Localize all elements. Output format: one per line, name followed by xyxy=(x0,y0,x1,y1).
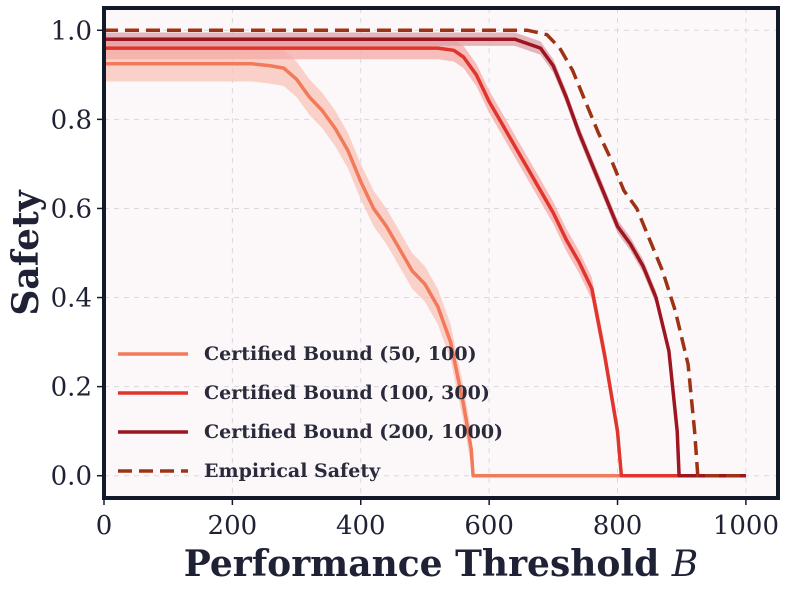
series-3-line xyxy=(104,28,746,478)
series-lines xyxy=(104,28,746,478)
y-axis-label: Safety xyxy=(5,189,47,315)
y-tick-label: 0.8 xyxy=(51,105,92,135)
plot-background xyxy=(104,8,778,498)
legend: Certified Bound (50, 100) Certified Bound… xyxy=(118,343,503,482)
x-axis-label: Performance Threshold xyxy=(184,543,660,585)
series-2-line xyxy=(104,37,746,478)
y-tick-label: 0.2 xyxy=(51,373,92,403)
plot-frame xyxy=(102,6,780,500)
legend-label-1: Certified Bound (100, 300) xyxy=(204,382,490,404)
legend-label-2: Certified Bound (200, 1000) xyxy=(204,421,503,443)
axis-ticks: 0 200 400 600 800 1000 0.0 0.2 0.4 0.6 0.8 1.0 xyxy=(51,16,779,541)
y-tick-label: 0.6 xyxy=(51,194,92,224)
confidence-bands xyxy=(104,32,746,476)
x-tick-label: 600 xyxy=(464,511,514,541)
legend-label-3: Empirical Safety xyxy=(204,460,381,482)
x-tick-label: 200 xyxy=(208,511,258,541)
x-axis-label-group: Performance Threshold B xyxy=(184,543,699,585)
series-1-line xyxy=(104,46,746,478)
legend-label-0: Certified Bound (50, 100) xyxy=(204,343,477,365)
x-tick-label: 1000 xyxy=(713,511,779,541)
x-tick-label: 400 xyxy=(336,511,386,541)
x-tick-label: 0 xyxy=(96,511,113,541)
x-tick-label: 800 xyxy=(593,511,643,541)
x-axis-variable: B xyxy=(671,544,698,585)
y-tick-label: 0.4 xyxy=(51,284,92,314)
y-tick-label: 0.0 xyxy=(51,462,92,492)
series-0-line xyxy=(104,61,746,478)
y-tick-label: 1.0 xyxy=(51,16,92,46)
series-2-confidence-band xyxy=(104,32,746,476)
